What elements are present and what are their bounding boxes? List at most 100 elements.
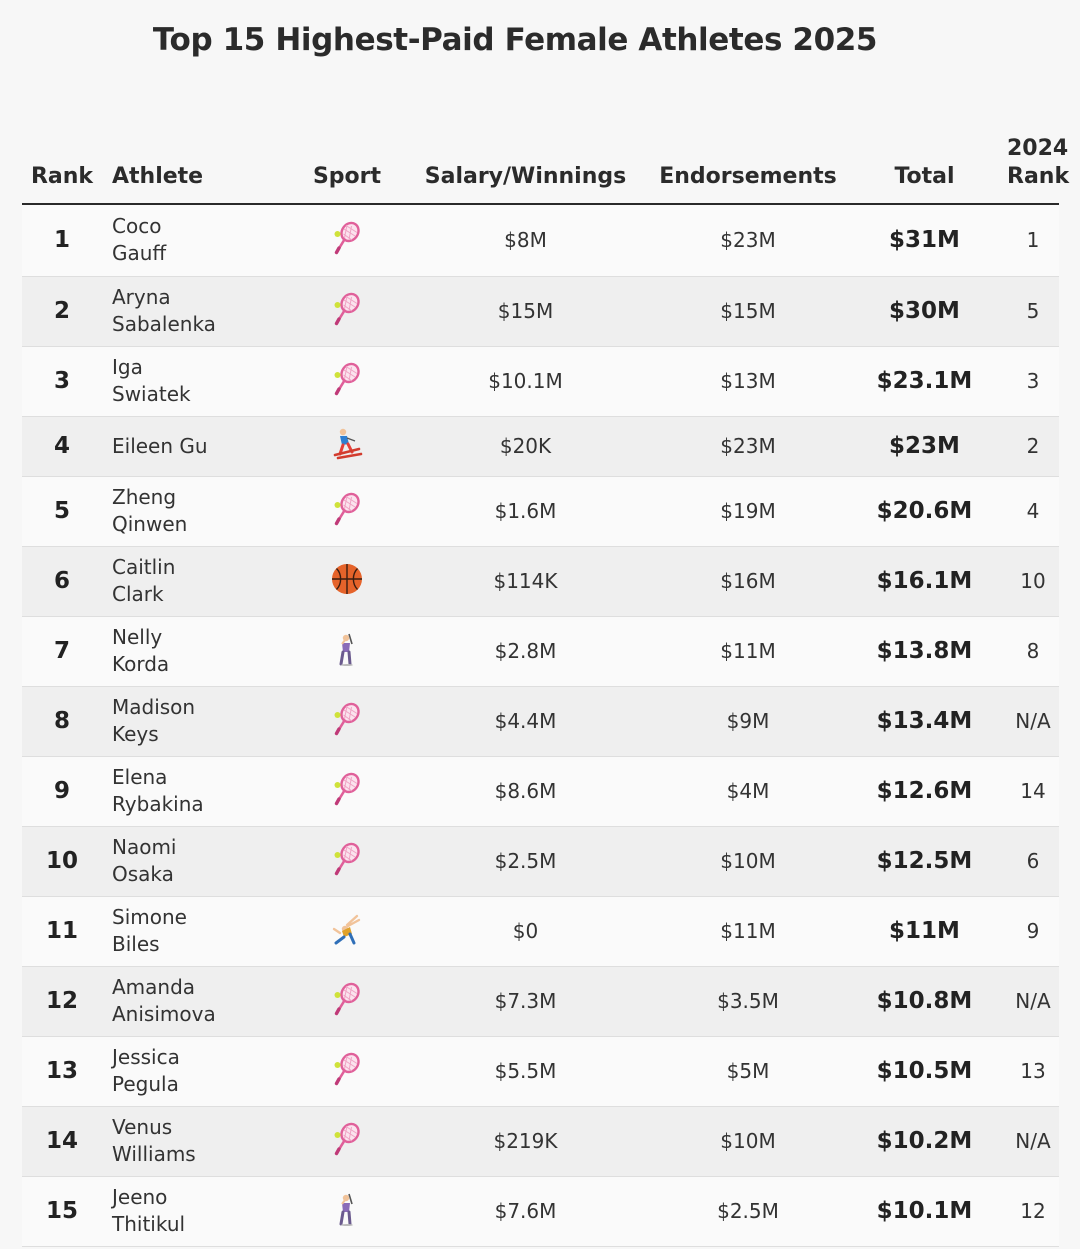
rank-cell: 1 — [53, 227, 70, 254]
athlete-cell: Nelly Korda — [102, 616, 297, 686]
athlete-last-name: Gauff — [112, 241, 167, 266]
header-endorsements: Endorsements — [659, 164, 837, 189]
endorsements-cell: $13M — [720, 369, 776, 393]
athlete-first-name: Caitlin — [112, 555, 176, 579]
athlete-last-name: Clark — [112, 582, 164, 606]
endorsements-cell: $16M — [720, 569, 776, 593]
athlete-cell: Coco Gauff — [102, 204, 297, 276]
tennis-racket-icon — [332, 772, 362, 811]
prev-rank-cell: 8 — [1026, 639, 1040, 663]
golfer-icon — [332, 1192, 362, 1231]
total-cell: $31M — [889, 227, 960, 254]
salary-cell: $7.3M — [494, 989, 557, 1013]
total-cell: $13.8M — [876, 638, 973, 664]
prev-rank-cell: 1 — [1026, 228, 1040, 253]
total-cell: $13.4M — [876, 708, 973, 734]
athlete-first-name: Nelly — [112, 625, 163, 649]
header-row: Rank Athlete Sport Salary/Winnings Endor… — [22, 122, 1070, 204]
athlete-last-name: Thitikul — [112, 1212, 186, 1236]
athlete-last-name: Rybakina — [112, 792, 204, 816]
prev-rank-cell: 12 — [1020, 1199, 1046, 1223]
athlete-first-name: Zheng — [112, 485, 177, 509]
athlete-cell: Naomi Osaka — [102, 826, 297, 896]
athlete-first-name: Elena — [112, 765, 168, 789]
table-row: 8 Madison Keys $4.4M $9M $13.4M N/A — [22, 686, 1059, 756]
sport-cell — [297, 896, 397, 966]
table-row: 15 Jeeno Thitikul $7.6M $2.5M $10.1M 12 — [22, 1176, 1059, 1246]
sport-cell — [297, 546, 397, 616]
table-row: 9 Elena Rybakina $8.6M $4M $12.6M 14 — [22, 756, 1059, 826]
salary-cell: $8.6M — [494, 779, 557, 803]
sport-cell — [297, 1106, 397, 1176]
total-cell: $12.5M — [876, 848, 973, 874]
athlete-first-name: Iga — [112, 355, 143, 379]
endorsements-cell: $15M — [720, 299, 776, 323]
athlete-last-name: Swiatek — [112, 382, 191, 406]
table-row: 10 Naomi Osaka $2.5M $10M $12.5M 6 — [22, 826, 1059, 896]
sport-cell — [297, 1036, 397, 1106]
total-cell: $20.6M — [876, 498, 973, 524]
salary-cell: $5.5M — [494, 1059, 557, 1083]
table-body: 1 Coco Gauff $8M $23M $31M 1 2 Aryna Sabalenka $15… — [22, 204, 1059, 1246]
table-row: 13 Jessica Pegula $5.5M $5M $10.5M 13 — [22, 1036, 1059, 1106]
sport-cell — [297, 756, 397, 826]
rank-cell: 11 — [45, 918, 78, 944]
header-rank: Rank — [30, 164, 94, 189]
header-2024-rank-line2: Rank — [1007, 164, 1070, 189]
total-cell: $11M — [889, 918, 960, 944]
tennis-racket-icon — [332, 492, 362, 531]
endorsements-cell: $19M — [720, 499, 776, 523]
gymnast-icon — [330, 912, 364, 951]
endorsements-cell: $10M — [720, 1129, 776, 1153]
sport-cell — [297, 826, 397, 896]
total-cell: $10.8M — [876, 988, 973, 1014]
athlete-first-name: Jeeno — [112, 1185, 168, 1209]
rank-cell: 15 — [45, 1198, 78, 1224]
sport-cell — [297, 416, 397, 476]
table-row: 12 Amanda Anisimova $7.3M $3.5M $10.8M N/A — [22, 966, 1059, 1036]
table-row: 7 Nelly Korda $2.8M $11M $13.8M 8 — [22, 616, 1059, 686]
prev-rank-cell: 2 — [1026, 434, 1040, 458]
sport-cell — [297, 476, 397, 546]
athlete-last-name: Sabalenka — [112, 312, 216, 336]
rank-cell: 8 — [53, 708, 70, 734]
athlete-first-name: Madison — [112, 695, 196, 719]
endorsements-cell: $3.5M — [717, 989, 779, 1013]
prev-rank-cell: 5 — [1026, 299, 1040, 323]
endorsements-cell: $23M — [720, 228, 776, 253]
athlete-cell: Caitlin Clark — [102, 546, 297, 616]
endorsements-cell: $23M — [720, 434, 776, 458]
athlete-full-name: Eileen Gu — [112, 433, 208, 458]
salary-cell: $2.8M — [494, 639, 557, 663]
athlete-cell: Venus Williams — [102, 1106, 297, 1176]
rank-cell: 6 — [53, 568, 70, 594]
prev-rank-cell: 14 — [1020, 779, 1046, 803]
athlete-cell: Eileen Gu — [102, 416, 297, 476]
total-cell: $23.1M — [876, 368, 973, 394]
athlete-last-name: Keys — [112, 722, 159, 746]
athlete-cell: Elena Rybakina — [102, 756, 297, 826]
salary-cell: $15M — [497, 299, 554, 323]
table-row: 5 Zheng Qinwen $1.6M $19M $20.6M 4 — [22, 476, 1059, 546]
endorsements-cell: $10M — [720, 849, 776, 873]
salary-cell: $0 — [512, 919, 539, 943]
rank-cell: 5 — [53, 498, 70, 524]
header-2024-rank: 2024 Rank — [1007, 122, 1070, 204]
athlete-last-name: Anisimova — [112, 1002, 216, 1026]
rank-cell: 7 — [53, 638, 70, 664]
sport-cell — [297, 346, 397, 416]
salary-cell: $7.6M — [494, 1199, 557, 1223]
tennis-racket-icon — [332, 702, 362, 741]
tennis-racket-icon — [332, 1122, 362, 1161]
athlete-cell: Simone Biles — [102, 896, 297, 966]
endorsements-cell: $11M — [720, 919, 776, 943]
salary-cell: $219K — [493, 1129, 558, 1153]
total-cell: $30M — [889, 298, 960, 324]
prev-rank-cell: 3 — [1026, 369, 1040, 393]
athlete-last-name: Osaka — [112, 862, 174, 886]
salary-cell: $114K — [493, 569, 558, 593]
tennis-racket-icon — [332, 292, 362, 331]
total-cell: $16.1M — [876, 568, 973, 594]
athlete-cell: Aryna Sabalenka — [102, 276, 297, 346]
header-2024-rank-line1: 2024 — [1007, 136, 1069, 161]
